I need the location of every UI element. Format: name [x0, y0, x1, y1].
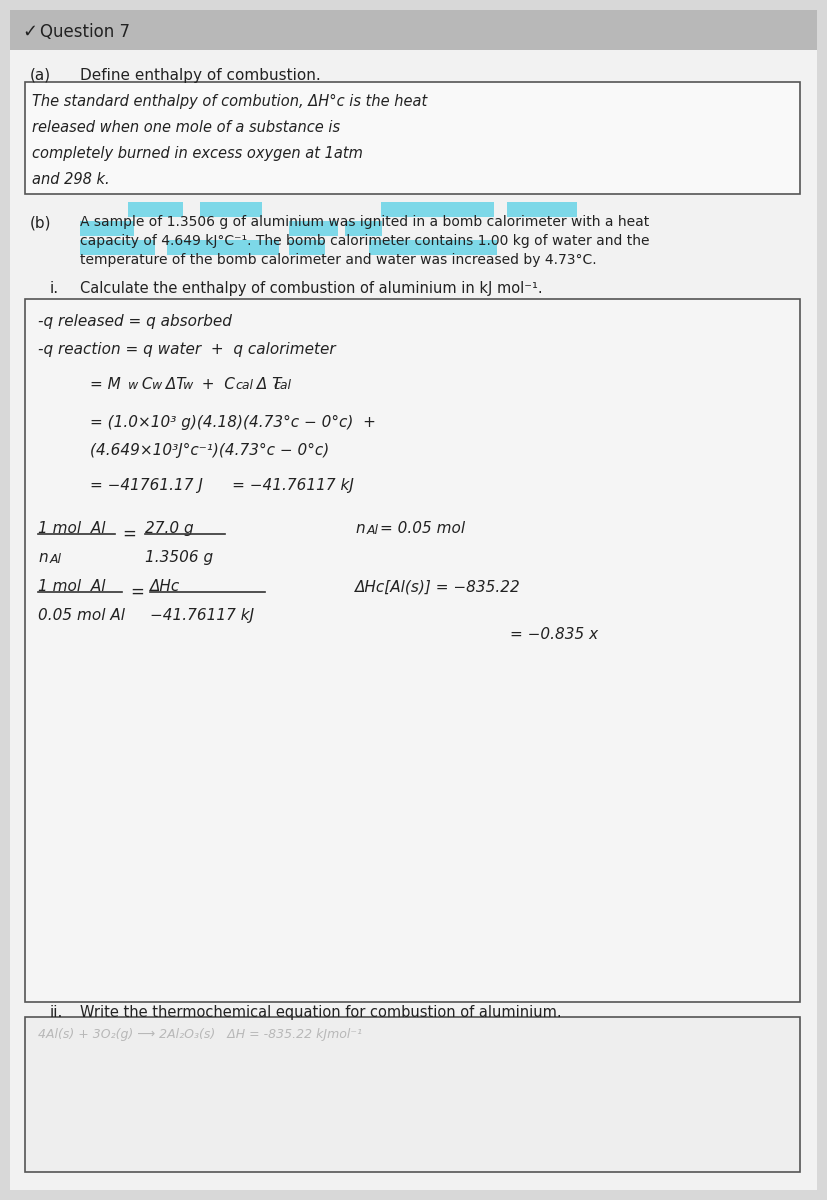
Text: = 0.05 mol: = 0.05 mol	[380, 521, 465, 536]
Text: Al: Al	[50, 553, 62, 566]
Text: completely burned in excess oxygen at 1atm: completely burned in excess oxygen at 1a…	[32, 146, 363, 161]
Bar	[10, 10, 817, 50]
Bar	[167, 240, 279, 254]
Text: 1.3506 g: 1.3506 g	[145, 550, 213, 565]
Text: =: =	[130, 583, 144, 601]
Text: -q released = q absorbed: -q released = q absorbed	[38, 314, 232, 329]
Text: A sample of 1.3506 g of aluminium was ignited in a bomb calorimeter with a heat: A sample of 1.3506 g of aluminium was ig…	[80, 215, 649, 229]
Text: cal: cal	[273, 379, 291, 392]
Text: w: w	[128, 379, 138, 392]
Text: =: =	[122, 526, 136, 542]
Bar	[381, 202, 494, 217]
Text: and 298 k.: and 298 k.	[32, 172, 110, 187]
Text: = (1.0×10³ g)(4.18)(4.73°c − 0°c)  +: = (1.0×10³ g)(4.18)(4.73°c − 0°c) +	[90, 415, 376, 430]
Text: cal: cal	[235, 379, 253, 392]
Bar	[80, 221, 134, 236]
Text: capacity of 4.649 kJ°C⁻¹. The bomb calorimeter contains 1.00 kg of water and the: capacity of 4.649 kJ°C⁻¹. The bomb calor…	[80, 234, 649, 248]
Bar	[25, 82, 800, 194]
Bar	[200, 202, 262, 217]
Text: Δ T: Δ T	[252, 377, 281, 392]
Text: 1 mol  Al: 1 mol Al	[38, 521, 106, 536]
Text: (b): (b)	[30, 215, 51, 230]
Text: ✓: ✓	[22, 23, 37, 41]
Text: The standard enthalpy of combution, ΔH°c is the heat: The standard enthalpy of combution, ΔH°c…	[32, 94, 428, 109]
Text: w: w	[152, 379, 162, 392]
Text: = −0.835 x: = −0.835 x	[510, 626, 598, 642]
Text: = −41761.17 J      = −41.76117 kJ: = −41761.17 J = −41.76117 kJ	[90, 478, 354, 493]
Text: −41.76117 kJ: −41.76117 kJ	[150, 608, 254, 623]
Text: ΔHc[Al(s)] = −835.22: ΔHc[Al(s)] = −835.22	[355, 578, 521, 594]
Text: -q reaction = q water  +  q calorimeter: -q reaction = q water + q calorimeter	[38, 342, 336, 358]
Bar	[25, 299, 800, 1002]
Bar	[128, 202, 183, 217]
Text: released when one mole of a substance is: released when one mole of a substance is	[32, 120, 340, 134]
Text: 0.05 mol Al: 0.05 mol Al	[38, 608, 125, 623]
Bar	[345, 221, 382, 236]
Text: Calculate the enthalpy of combustion of aluminium in kJ mol⁻¹.: Calculate the enthalpy of combustion of …	[80, 281, 543, 296]
Text: C: C	[137, 377, 152, 392]
Text: Define enthalpy of combustion.: Define enthalpy of combustion.	[80, 68, 321, 83]
Text: w: w	[183, 379, 194, 392]
Text: Question 7: Question 7	[40, 23, 130, 41]
Text: ii.: ii.	[50, 1006, 64, 1020]
Bar	[507, 202, 577, 217]
Bar	[369, 240, 497, 254]
Bar	[80, 240, 155, 254]
Text: ΔT: ΔT	[161, 377, 185, 392]
Bar	[25, 1018, 800, 1172]
Text: (4.649×10³J°c⁻¹)(4.73°c − 0°c): (4.649×10³J°c⁻¹)(4.73°c − 0°c)	[90, 443, 329, 458]
Text: n: n	[355, 521, 365, 536]
Bar	[289, 240, 325, 254]
Text: ΔHc: ΔHc	[150, 578, 180, 594]
Text: temperature of the bomb calorimeter and water was increased by 4.73°C.: temperature of the bomb calorimeter and …	[80, 253, 596, 266]
Text: = M: = M	[90, 377, 121, 392]
Text: 4Al(s) + 3O₂(g) ⟶ 2Al₂O₃(s)   ΔH = -835.22 kJmol⁻¹: 4Al(s) + 3O₂(g) ⟶ 2Al₂O₃(s) ΔH = -835.22…	[38, 1028, 362, 1040]
Text: i.: i.	[50, 281, 59, 296]
Text: (a): (a)	[30, 68, 51, 83]
Text: 1 mol  Al: 1 mol Al	[38, 578, 106, 594]
Text: 27.0 g: 27.0 g	[145, 521, 194, 536]
Bar	[289, 221, 338, 236]
Text: Al: Al	[367, 524, 379, 538]
Text: n: n	[38, 550, 48, 565]
Text: Write the thermochemical equation for combustion of aluminium.: Write the thermochemical equation for co…	[80, 1006, 562, 1020]
Text: +  C: + C	[192, 377, 235, 392]
